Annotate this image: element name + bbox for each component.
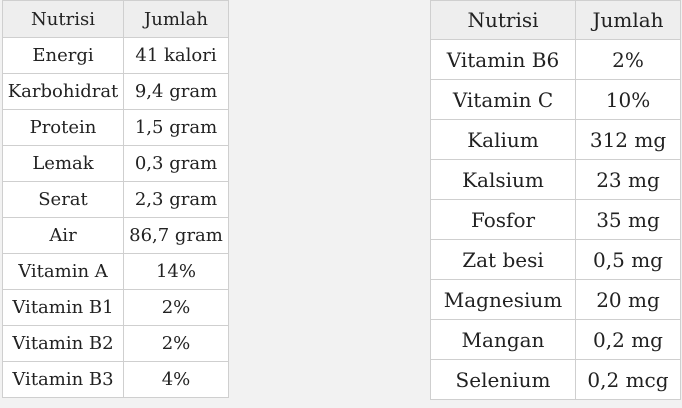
nutrient-amount: 312 mg xyxy=(575,119,681,160)
nutrient-amount: 0,5 mg xyxy=(575,239,681,280)
nutrient-amount: 41 kalori xyxy=(123,37,229,74)
nutrient-name: Vitamin A xyxy=(2,253,124,290)
table-row: Kalium 312 mg xyxy=(430,119,681,160)
nutrient-name: Energi xyxy=(2,37,124,74)
nutrient-amount: 0,2 mg xyxy=(575,319,681,360)
nutrient-name: Kalsium xyxy=(430,159,576,200)
nutrient-amount: 2% xyxy=(123,325,229,362)
table-row: Fosfor 35 mg xyxy=(430,199,681,240)
table-row: Zat besi 0,5 mg xyxy=(430,239,681,280)
nutrient-amount: 20 mg xyxy=(575,279,681,320)
header-jumlah: Jumlah xyxy=(575,0,681,40)
table-row: Vitamin A 14% xyxy=(2,253,229,290)
nutrient-name: Kalium xyxy=(430,119,576,160)
nutrient-amount: 0,2 mcg xyxy=(575,359,681,400)
nutrient-amount: 1,5 gram xyxy=(123,109,229,146)
table-row: Kalsium 23 mg xyxy=(430,159,681,200)
nutrient-amount: 14% xyxy=(123,253,229,290)
nutrient-name: Vitamin C xyxy=(430,79,576,120)
nutrient-name: Vitamin B1 xyxy=(2,289,124,326)
nutrient-amount: 86,7 gram xyxy=(123,217,229,254)
nutrition-table-right: Nutrisi Jumlah Vitamin B6 2% Vitamin C 1… xyxy=(430,0,681,400)
nutrient-name: Karbohidrat xyxy=(2,73,124,110)
nutrient-name: Vitamin B3 xyxy=(2,361,124,398)
nutrient-name: Lemak xyxy=(2,145,124,182)
nutrient-name: Mangan xyxy=(430,319,576,360)
nutrient-name: Air xyxy=(2,217,124,254)
nutrient-name: Zat besi xyxy=(430,239,576,280)
nutrient-amount: 10% xyxy=(575,79,681,120)
nutrition-table-left: Nutrisi Jumlah Energi 41 kalori Karbohid… xyxy=(2,0,229,398)
nutrient-amount: 4% xyxy=(123,361,229,398)
table-row: Selenium 0,2 mcg xyxy=(430,359,681,400)
table-row: Vitamin B6 2% xyxy=(430,39,681,80)
table-row: Mangan 0,2 mg xyxy=(430,319,681,360)
table-header-row: Nutrisi Jumlah xyxy=(2,0,229,38)
nutrient-amount: 9,4 gram xyxy=(123,73,229,110)
nutrient-name: Vitamin B2 xyxy=(2,325,124,362)
table-row: Vitamin B1 2% xyxy=(2,289,229,326)
nutrient-name: Vitamin B6 xyxy=(430,39,576,80)
table-row: Protein 1,5 gram xyxy=(2,109,229,146)
nutrient-name: Fosfor xyxy=(430,199,576,240)
nutrient-amount: 35 mg xyxy=(575,199,681,240)
table-row: Vitamin B3 4% xyxy=(2,361,229,398)
table-row: Magnesium 20 mg xyxy=(430,279,681,320)
header-nutrisi: Nutrisi xyxy=(2,0,124,38)
nutrient-name: Selenium xyxy=(430,359,576,400)
table-row: Air 86,7 gram xyxy=(2,217,229,254)
table-row: Vitamin C 10% xyxy=(430,79,681,120)
header-nutrisi: Nutrisi xyxy=(430,0,576,40)
table-row: Energi 41 kalori xyxy=(2,37,229,74)
header-jumlah: Jumlah xyxy=(123,0,229,38)
nutrient-amount: 2% xyxy=(575,39,681,80)
table-row: Serat 2,3 gram xyxy=(2,181,229,218)
nutrient-amount: 23 mg xyxy=(575,159,681,200)
nutrient-name: Serat xyxy=(2,181,124,218)
nutrient-amount: 0,3 gram xyxy=(123,145,229,182)
table-header-row: Nutrisi Jumlah xyxy=(430,0,681,40)
table-row: Lemak 0,3 gram xyxy=(2,145,229,182)
nutrient-name: Protein xyxy=(2,109,124,146)
table-row: Vitamin B2 2% xyxy=(2,325,229,362)
nutrient-amount: 2% xyxy=(123,289,229,326)
table-row: Karbohidrat 9,4 gram xyxy=(2,73,229,110)
nutrient-amount: 2,3 gram xyxy=(123,181,229,218)
nutrient-name: Magnesium xyxy=(430,279,576,320)
